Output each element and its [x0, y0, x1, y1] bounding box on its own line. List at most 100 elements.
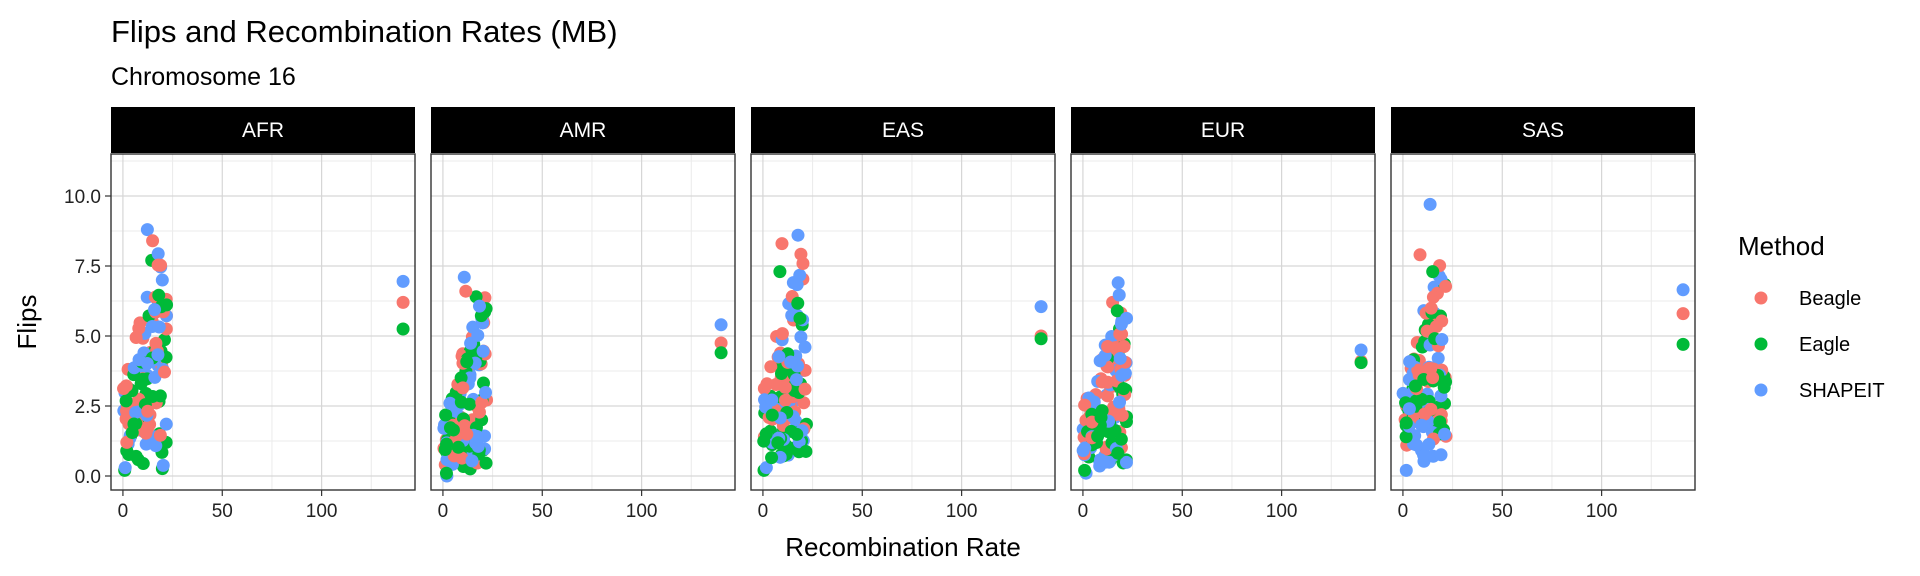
data-point-beagle [472, 405, 486, 419]
data-point-eagle [1117, 382, 1131, 396]
panel-eas: EAS 0 50 100 [750, 107, 1056, 522]
data-point-eagle [439, 466, 453, 480]
legend-label: Beagle [1799, 288, 1861, 310]
data-point-beagle [1413, 248, 1427, 262]
data-point-shapeit [794, 330, 808, 344]
data-point-shapeit [789, 373, 803, 387]
outlier-point-beagle [714, 336, 728, 350]
chart-subtitle: Chromosome 16 [111, 63, 296, 91]
data-point-shapeit [140, 356, 154, 370]
legend-label: Eagle [1799, 334, 1850, 356]
data-point-beagle [1435, 314, 1449, 328]
data-point-beagle [129, 330, 143, 344]
data-point-eagle [443, 421, 457, 435]
data-point-beagle [1095, 375, 1109, 389]
outlier-point-eagle [1034, 332, 1048, 346]
data-point-beagle [460, 427, 474, 441]
data-point-shapeit [1415, 418, 1429, 432]
data-point-eagle [454, 395, 468, 409]
outlier-point-eagle [714, 346, 728, 360]
data-point-eagle [440, 437, 454, 451]
data-point-beagle [760, 377, 774, 391]
legend-key [1754, 383, 1768, 397]
strip-background [1071, 107, 1375, 153]
data-point-beagle [1426, 371, 1440, 385]
data-point-beagle [1426, 290, 1440, 304]
data-point-shapeit [457, 270, 471, 284]
data-point-eagle [454, 371, 468, 385]
data-point-beagle [775, 237, 789, 251]
data-point-shapeit [118, 461, 132, 475]
data-point-beagle [119, 379, 133, 393]
outlier-point-beagle [1676, 307, 1690, 321]
data-point-eagle [127, 417, 141, 431]
strip-label: EAS [882, 119, 924, 142]
data-point-beagle [158, 365, 172, 379]
strip-background [431, 107, 735, 153]
data-point-beagle [1424, 301, 1438, 315]
data-point-beagle [475, 395, 489, 409]
data-point-beagle [1418, 407, 1432, 421]
data-point-shapeit [1119, 455, 1133, 469]
panel-eur: EUR 0 50 100 [1070, 107, 1376, 522]
data-point-shapeit [1410, 438, 1424, 452]
data-point-eagle [759, 427, 773, 441]
data-point-eagle [152, 288, 166, 302]
data-point-shapeit [1099, 455, 1113, 469]
data-point-beagle [796, 256, 810, 270]
data-point-eagle [771, 436, 785, 450]
outlier-point-shapeit [1676, 283, 1690, 297]
data-point-shapeit [140, 223, 154, 237]
data-point-shapeit [772, 350, 786, 364]
data-point-beagle [1101, 339, 1115, 353]
data-point-shapeit [139, 437, 153, 451]
outlier-point-shapeit [1034, 300, 1048, 314]
data-point-shapeit [1399, 463, 1413, 477]
legend-item-shapeit: SHAPEIT [1754, 380, 1885, 402]
data-point-shapeit [471, 328, 485, 342]
data-point-shapeit [1403, 355, 1417, 369]
y-tick-label: 10.0 [64, 187, 101, 208]
data-point-eagle [153, 389, 167, 403]
legend: Method Beagle Eagle SHAPEIT [1738, 231, 1885, 402]
data-point-shapeit [784, 355, 798, 369]
x-axis-title: Recombination Rate [785, 532, 1021, 562]
legend-key [1754, 291, 1768, 305]
data-point-shapeit [148, 303, 162, 317]
legend-item-eagle: Eagle [1754, 334, 1850, 356]
data-point-eagle [131, 453, 145, 467]
data-point-beagle [798, 382, 812, 396]
outlier-point-eagle [1354, 356, 1368, 370]
data-point-eagle [479, 456, 493, 470]
data-point-shapeit [790, 278, 804, 292]
data-point-beagle [1439, 279, 1453, 293]
y-tick-label: 2.5 [75, 397, 101, 418]
x-tick-label: 50 [212, 501, 233, 522]
data-point-eagle [1078, 463, 1092, 477]
data-point-eagle [1426, 265, 1440, 279]
data-point-shapeit [479, 386, 493, 400]
data-point-shapeit [1111, 276, 1125, 290]
data-point-eagle [119, 394, 133, 408]
data-point-eagle [773, 265, 787, 279]
x-tick-label: 0 [758, 501, 769, 522]
data-point-shapeit [476, 344, 490, 358]
data-point-eagle [799, 444, 813, 458]
panel-afr: AFR 0 50 100 0.0 2.5 5.0 7.5 10.0 [64, 107, 416, 522]
data-point-eagle [460, 355, 474, 369]
data-point-eagle [765, 408, 779, 422]
y-tick-label: 7.5 [75, 257, 101, 278]
data-point-shapeit [1422, 437, 1436, 451]
data-point-shapeit [472, 299, 486, 313]
y-tick-label: 5.0 [75, 327, 101, 348]
data-point-eagle [1408, 379, 1422, 393]
data-point-beagle [1113, 327, 1127, 341]
x-tick-label: 50 [1492, 501, 1513, 522]
strip-background [1391, 107, 1695, 153]
panel-amr: AMR 0 50 100 [430, 107, 736, 522]
data-point-shapeit [1120, 311, 1134, 325]
x-tick-label: 0 [1398, 501, 1409, 522]
data-point-eagle [1399, 416, 1413, 430]
x-tick-label: 50 [852, 501, 873, 522]
